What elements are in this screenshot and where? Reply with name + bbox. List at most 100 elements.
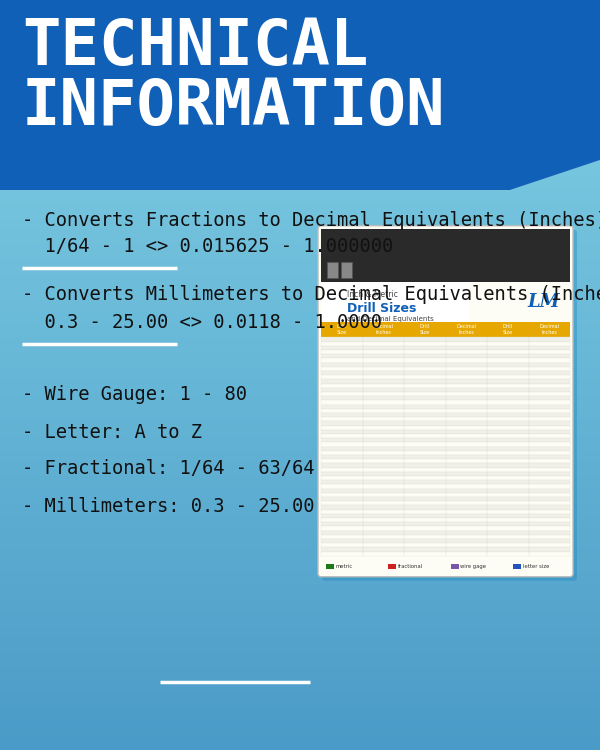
FancyBboxPatch shape — [322, 230, 577, 580]
Bar — [0, 296, 600, 300]
Bar — [0, 398, 600, 401]
Text: Drill
Size: Drill Size — [503, 324, 513, 335]
Bar — [0, 724, 600, 728]
Bar — [0, 300, 600, 304]
Bar — [326, 564, 334, 568]
Bar — [321, 358, 570, 362]
Text: Inch & Metric: Inch & Metric — [347, 290, 398, 299]
Bar — [0, 214, 600, 217]
Bar — [0, 450, 600, 454]
Bar — [0, 236, 600, 240]
Bar — [0, 611, 600, 615]
Bar — [321, 341, 570, 346]
Bar — [0, 11, 600, 15]
Bar — [0, 735, 600, 739]
Bar — [0, 161, 600, 165]
Bar — [321, 388, 570, 392]
Bar — [0, 574, 600, 578]
Bar — [0, 341, 600, 345]
Polygon shape — [510, 0, 600, 190]
Bar — [0, 491, 600, 495]
Bar — [0, 465, 600, 469]
Bar — [321, 467, 570, 472]
Bar — [0, 139, 600, 142]
Bar — [321, 338, 570, 341]
Bar — [0, 308, 600, 311]
Bar — [0, 551, 600, 555]
Bar — [321, 404, 570, 409]
Bar — [0, 199, 600, 202]
Bar — [0, 158, 600, 161]
Bar — [341, 262, 352, 278]
Bar — [0, 319, 600, 322]
Text: - Converts Millimeters to Decimal Equivalents (Inches): - Converts Millimeters to Decimal Equiva… — [22, 286, 600, 304]
Bar — [0, 68, 600, 71]
Text: 0.3 - 25.00 <> 0.0118 - 1.0000: 0.3 - 25.00 <> 0.0118 - 1.0000 — [22, 313, 382, 332]
Bar — [0, 555, 600, 559]
Bar — [0, 150, 600, 154]
Bar — [0, 71, 600, 75]
Bar — [0, 270, 600, 274]
Bar — [0, 124, 600, 128]
Text: metric: metric — [336, 564, 353, 568]
Bar — [0, 251, 600, 255]
Bar — [513, 564, 521, 568]
Text: - Wire Gauge: 1 - 80: - Wire Gauge: 1 - 80 — [22, 386, 247, 404]
Polygon shape — [0, 0, 600, 190]
Bar — [0, 244, 600, 248]
Text: Decimal
Inches: Decimal Inches — [456, 324, 476, 335]
Bar — [0, 30, 600, 34]
Bar — [321, 548, 570, 551]
Bar — [0, 364, 600, 368]
Bar — [0, 592, 600, 596]
Bar — [0, 701, 600, 705]
Bar — [0, 41, 600, 45]
Bar — [0, 56, 600, 60]
Bar — [0, 94, 600, 98]
Bar — [321, 383, 570, 388]
Bar — [0, 184, 600, 188]
Bar — [0, 630, 600, 634]
Bar — [321, 551, 570, 556]
Bar — [0, 191, 600, 195]
Bar — [0, 559, 600, 562]
Bar — [0, 562, 600, 566]
Bar — [0, 608, 600, 611]
Bar — [0, 98, 600, 101]
Bar — [0, 210, 600, 214]
Bar — [0, 668, 600, 671]
Bar — [0, 135, 600, 139]
Bar — [321, 434, 570, 438]
Bar — [0, 105, 600, 109]
Bar — [321, 488, 570, 493]
Bar — [321, 472, 570, 476]
Bar — [0, 304, 600, 307]
Bar — [0, 420, 600, 424]
Bar — [0, 390, 600, 394]
Bar — [321, 362, 570, 367]
Bar — [0, 495, 600, 499]
Bar — [0, 49, 600, 52]
Bar — [0, 60, 600, 64]
Bar — [0, 75, 600, 79]
Bar — [0, 626, 600, 630]
Bar — [0, 458, 600, 461]
Bar — [0, 461, 600, 465]
Bar — [0, 416, 600, 420]
Bar — [0, 315, 600, 319]
Text: Decimal
Inches: Decimal Inches — [373, 324, 393, 335]
Bar — [321, 518, 570, 522]
Text: letter size: letter size — [523, 564, 549, 568]
Bar — [0, 499, 600, 502]
Bar — [321, 282, 470, 322]
Bar — [0, 262, 600, 266]
Bar — [321, 543, 570, 548]
Polygon shape — [0, 0, 510, 190]
Bar — [0, 266, 600, 270]
Bar — [0, 0, 600, 4]
Text: Drill Sizes: Drill Sizes — [347, 302, 416, 315]
Bar — [0, 274, 600, 278]
FancyBboxPatch shape — [318, 226, 573, 577]
Bar — [0, 195, 600, 199]
Text: Decimal
Inches: Decimal Inches — [539, 324, 559, 335]
